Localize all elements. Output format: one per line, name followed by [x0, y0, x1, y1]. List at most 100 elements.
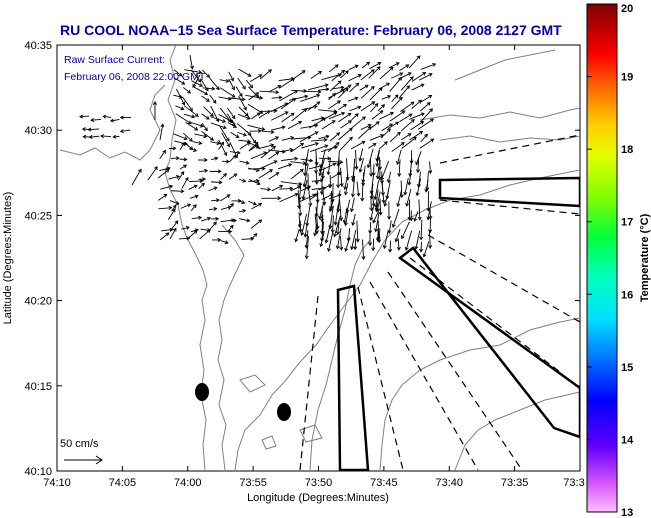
current-vector [170, 156, 180, 161]
current-vector [210, 216, 220, 221]
current-vector [261, 196, 282, 201]
current-vector [350, 229, 357, 251]
current-vector [298, 199, 303, 217]
current-vector [280, 147, 294, 153]
current-vector [159, 123, 165, 141]
current-vector [210, 141, 221, 146]
current-vector [349, 105, 362, 112]
current-vector [201, 130, 215, 141]
x-tick-label: 74:05 [109, 477, 137, 489]
current-vector [339, 236, 344, 251]
current-vector [396, 238, 401, 251]
current-vector [335, 228, 342, 250]
current-vector [88, 134, 100, 139]
current-vector [218, 113, 235, 123]
current-vector [343, 212, 349, 227]
current-vector [380, 128, 391, 139]
current-vector [419, 219, 424, 241]
current-vector [158, 205, 173, 210]
current-vector [178, 236, 191, 241]
current-vector [369, 198, 374, 212]
current-vector [181, 176, 189, 189]
current-vector [399, 64, 410, 72]
current-vector [291, 108, 308, 122]
current-vector [370, 103, 379, 113]
current-vector [308, 117, 327, 129]
current-vector [169, 220, 179, 232]
current-vector [269, 85, 282, 92]
current-vector [420, 133, 428, 143]
current-vector [237, 131, 247, 137]
current-vector [180, 203, 192, 209]
current-vector [173, 133, 188, 141]
current-vector [168, 174, 181, 180]
current-vector [221, 132, 231, 148]
plot-area [56, 44, 581, 472]
current-vector [388, 240, 393, 253]
contour-east [454, 49, 556, 81]
current-vector [249, 141, 259, 151]
current-vector [343, 183, 349, 196]
current-vector [347, 96, 359, 102]
current-vector [329, 132, 341, 142]
current-vector [226, 107, 236, 120]
current-vector [329, 80, 342, 92]
current-vector [389, 110, 406, 122]
current-vector [173, 69, 183, 77]
current-vector [258, 169, 274, 179]
x-tick-label: 74:00 [174, 477, 202, 489]
current-vector [179, 164, 188, 170]
current-vector [90, 117, 101, 122]
current-vector [328, 64, 339, 73]
current-vector [175, 105, 185, 111]
current-vector [220, 194, 231, 202]
contour-outer-1 [379, 317, 580, 471]
current-vector [348, 74, 362, 82]
current-vector [321, 73, 342, 81]
current-vector [381, 123, 393, 132]
current-vector [371, 164, 376, 177]
current-vector [313, 223, 318, 237]
current-vector [189, 147, 198, 152]
current-vector [248, 200, 257, 206]
current-vector [310, 71, 323, 79]
y-tick-label: 40:10 [24, 466, 52, 478]
current-vector [391, 94, 399, 102]
current-vector [251, 233, 258, 240]
current-vector [190, 122, 204, 128]
current-vector [411, 72, 427, 82]
current-vector [198, 168, 209, 173]
current-vector [167, 208, 176, 220]
current-vector [338, 112, 352, 123]
current-vector [318, 158, 325, 177]
legend-line-2: February 06, 2008 22:00 GMT [64, 71, 206, 83]
current-vector [131, 168, 142, 186]
current-vector [389, 131, 401, 143]
current-vector [411, 83, 425, 91]
current-vector [398, 85, 410, 99]
current-vector [360, 180, 365, 202]
current-vector [409, 210, 414, 222]
current-vector [328, 160, 344, 165]
current-vector [209, 94, 217, 104]
current-vector [279, 192, 299, 203]
current-vector [168, 146, 177, 151]
y-axis-ticks: 40:35 40:30 40:25 40:20 40:15 40:10 [24, 40, 580, 478]
current-vector [370, 121, 380, 129]
current-vector [419, 138, 435, 149]
current-vector [413, 210, 419, 222]
current-vector [109, 118, 120, 123]
current-vector [79, 114, 90, 119]
current-vector [379, 171, 385, 185]
current-vector [400, 76, 414, 91]
current-vector [152, 101, 158, 120]
current-vector [198, 177, 207, 182]
current-vector [220, 173, 227, 180]
current-vector [229, 154, 237, 162]
current-vector [238, 95, 247, 111]
x-tick-label: 73:3 [563, 477, 584, 489]
current-vector [220, 240, 229, 245]
current-vector [271, 111, 289, 121]
current-vector [271, 184, 284, 192]
current-vector [358, 148, 364, 162]
